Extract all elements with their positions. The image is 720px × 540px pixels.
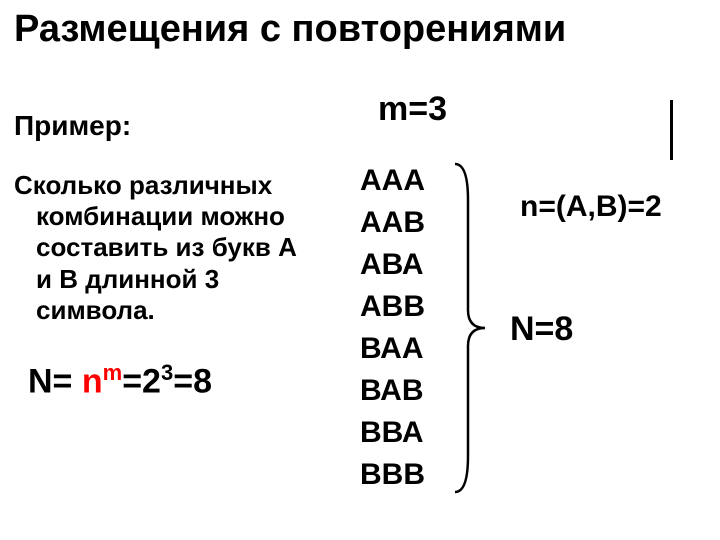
- n-result: N=8: [510, 310, 573, 349]
- combo-item: ААВ: [360, 202, 425, 244]
- formula-n: n: [82, 362, 103, 400]
- curly-brace-icon: [450, 160, 490, 496]
- problem-line-4: и В длинной 3: [14, 264, 324, 295]
- problem-line-3: составить из букв А: [14, 232, 324, 263]
- formula-eq2: =8: [173, 362, 212, 400]
- vertical-bar: [670, 100, 673, 160]
- combo-item: ВАВ: [360, 370, 425, 412]
- formula: N= nm=23=8: [28, 360, 212, 401]
- combo-item: ВВА: [360, 412, 425, 454]
- problem-text: Сколько различных комбинации можно соста…: [14, 170, 324, 326]
- combo-item: ААА: [360, 160, 425, 202]
- combo-item: ВВВ: [360, 454, 425, 496]
- formula-N: N=: [28, 362, 82, 400]
- combo-item: АВВ: [360, 286, 425, 328]
- formula-eq1: =2: [122, 362, 161, 400]
- n-definition: n=(А,В)=2: [520, 190, 662, 224]
- example-label: Пример:: [14, 110, 131, 142]
- formula-m: m: [103, 360, 123, 385]
- slide-title: Размещения с повторениями: [14, 8, 566, 51]
- combinations-list: ААА ААВ АВА АВВ ВАА ВАВ ВВА ВВВ: [360, 160, 425, 496]
- problem-line-1: Сколько различных: [14, 170, 272, 200]
- problem-line-5: символа.: [14, 295, 324, 326]
- m-value: m=3: [378, 90, 447, 129]
- combo-item: АВА: [360, 244, 425, 286]
- formula-exp: 3: [161, 360, 173, 385]
- problem-line-2: комбинации можно: [14, 201, 324, 232]
- combo-item: ВАА: [360, 328, 425, 370]
